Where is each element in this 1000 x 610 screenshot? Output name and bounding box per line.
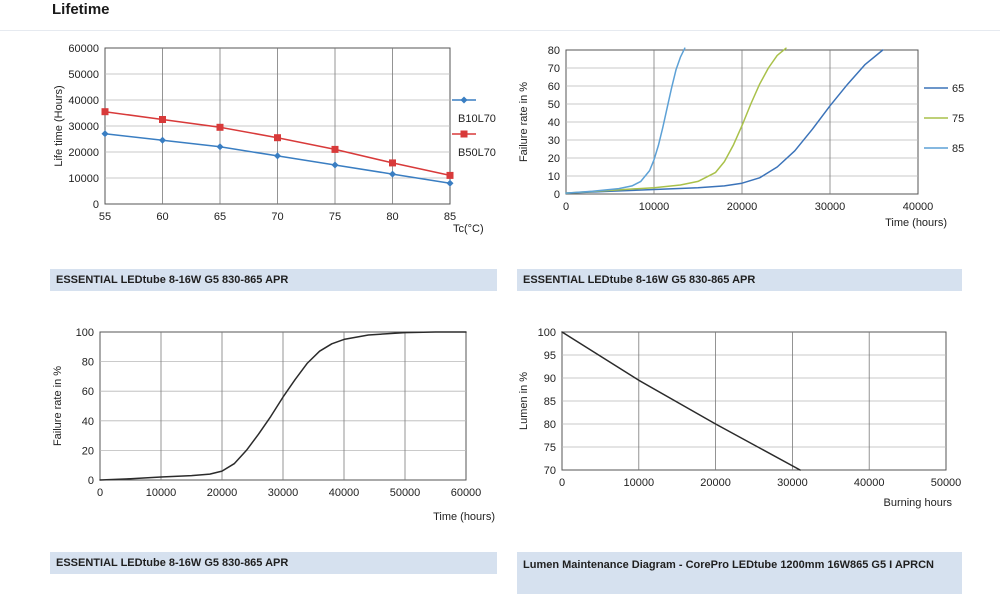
y-tick-label: 0 (88, 475, 94, 487)
y-tick-label: 85 (544, 396, 556, 408)
diamond-marker (331, 161, 339, 169)
x-tick-label: 60000 (451, 487, 482, 499)
square-marker (101, 108, 109, 116)
x-axis-label: Burning hours (884, 497, 953, 509)
square-marker (331, 145, 339, 153)
y-tick-label: 75 (544, 442, 556, 454)
y-tick-label: 20000 (68, 147, 99, 159)
legend-label: B50L70 (458, 147, 496, 159)
legend-label: 65 (952, 83, 964, 95)
diamond-marker (274, 152, 281, 160)
series-line (565, 47, 787, 194)
y-tick-label: 70 (544, 465, 556, 477)
y-tick-label: 20 (82, 445, 94, 457)
x-tick-label: 55 (99, 211, 111, 223)
x-axis-label: Time (hours) (433, 511, 495, 523)
x-tick-label: 50000 (390, 487, 421, 499)
x-axis-label: Tc(°C) (453, 223, 484, 235)
page-title: Lifetime (52, 1, 110, 18)
series-line (99, 331, 467, 481)
y-tick-label: 95 (544, 350, 556, 362)
square-marker (216, 123, 224, 131)
x-tick-label: 40000 (329, 487, 360, 499)
y-tick-label: 80 (544, 419, 556, 431)
x-tick-label: 10000 (146, 487, 177, 499)
square-marker (159, 116, 166, 123)
legend-square-marker (460, 130, 468, 138)
x-tick-label: 0 (97, 487, 103, 499)
y-tick-label: 30000 (68, 121, 99, 133)
x-tick-label: 85 (444, 211, 456, 223)
y-tick-label: 60 (82, 386, 94, 398)
legend-label: B10L70 (458, 113, 496, 125)
x-tick-label: 10000 (639, 201, 670, 213)
y-tick-label: 10000 (68, 173, 99, 185)
y-tick-label: 100 (538, 327, 556, 339)
heading-divider (0, 30, 1000, 31)
y-tick-label: 70 (548, 63, 560, 75)
y-tick-label: 0 (554, 189, 560, 201)
y-tick-label: 20 (548, 153, 560, 165)
x-tick-label: 30000 (777, 477, 808, 489)
diamond-marker (216, 143, 224, 151)
y-tick-label: 80 (82, 357, 94, 369)
x-axis-label: Time (hours) (885, 217, 947, 229)
series-line (565, 47, 686, 194)
x-tick-label: 20000 (207, 487, 238, 499)
y-tick-label: 40000 (68, 95, 99, 107)
x-tick-label: 40000 (854, 477, 885, 489)
x-tick-label: 80 (386, 211, 398, 223)
y-axis-label: Failure rate in % (518, 82, 530, 162)
y-tick-label: 40 (82, 416, 94, 428)
y-tick-label: 60 (548, 81, 560, 93)
x-tick-label: 65 (214, 211, 226, 223)
y-tick-label: 40 (548, 117, 560, 129)
chart-caption-failure-by-temp: ESSENTIAL LEDtube 8-16W G5 830-865 APR (517, 269, 962, 291)
y-tick-label: 0 (93, 199, 99, 211)
y-tick-label: 50 (548, 99, 560, 111)
series-line (565, 49, 884, 194)
x-tick-label: 0 (563, 201, 569, 213)
y-tick-label: 10 (548, 171, 560, 183)
x-tick-label: 50000 (931, 477, 962, 489)
x-tick-label: 10000 (624, 477, 655, 489)
y-tick-label: 100 (76, 327, 94, 339)
legend-label: 85 (952, 143, 964, 155)
x-tick-label: 40000 (903, 201, 934, 213)
legend-diamond-marker (460, 96, 468, 104)
x-tick-label: 30000 (268, 487, 299, 499)
y-tick-label: 80 (548, 45, 560, 57)
y-tick-label: 30 (548, 135, 560, 147)
y-axis-label: Failure rate in % (52, 366, 64, 446)
x-tick-label: 20000 (727, 201, 758, 213)
series-line (561, 331, 801, 471)
diamond-marker (101, 130, 109, 138)
square-marker (446, 171, 454, 179)
square-marker (389, 159, 396, 167)
x-tick-label: 20000 (700, 477, 731, 489)
y-tick-label: 60000 (68, 43, 99, 55)
y-axis-label: Life time (Hours) (53, 85, 65, 166)
y-axis-label: Lumen in % (518, 372, 530, 430)
x-tick-label: 75 (329, 211, 341, 223)
legend-label: 75 (952, 113, 964, 125)
x-tick-label: 60 (156, 211, 168, 223)
chart-caption-failure-rate: ESSENTIAL LEDtube 8-16W G5 830-865 APR (50, 552, 497, 574)
chart-caption-lifetime: ESSENTIAL LEDtube 8-16W G5 830-865 APR (50, 269, 497, 291)
square-marker (274, 134, 281, 142)
diamond-marker (389, 170, 396, 178)
x-tick-label: 30000 (815, 201, 846, 213)
y-tick-label: 90 (544, 373, 556, 385)
diamond-marker (159, 136, 166, 144)
x-tick-label: 0 (559, 477, 565, 489)
chart-caption-lumen-maintenance: Lumen Maintenance Diagram - CorePro LEDt… (517, 552, 962, 594)
x-tick-label: 70 (271, 211, 283, 223)
diamond-marker (446, 179, 454, 187)
y-tick-label: 50000 (68, 69, 99, 81)
